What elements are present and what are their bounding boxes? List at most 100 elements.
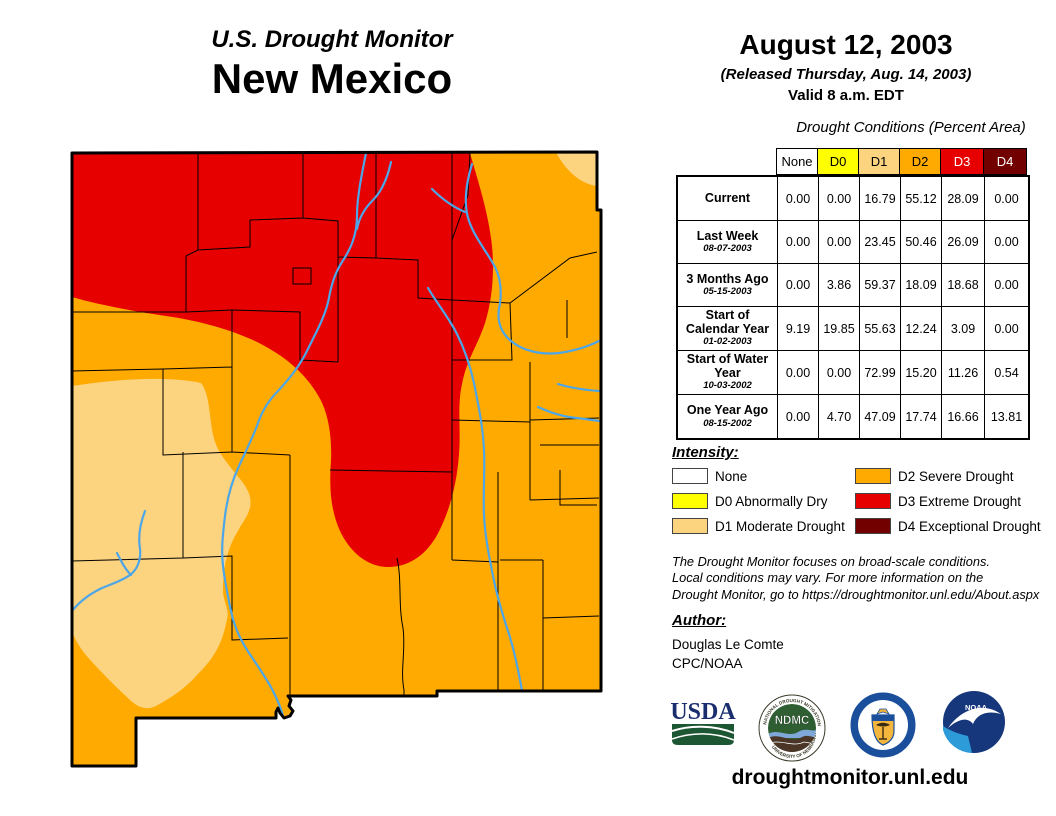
author-name: Douglas Le Comte — [672, 637, 784, 652]
usda-logo: USDA — [670, 700, 736, 745]
d0-swatch — [672, 493, 708, 509]
svg-text:USDA: USDA — [670, 700, 736, 725]
table-cell: 4.70 — [819, 395, 860, 438]
d1-region-northeast — [556, 152, 597, 186]
table-cell: 55.63 — [860, 307, 901, 351]
chama-river — [355, 160, 393, 231]
col-header-none: None — [776, 148, 818, 175]
table-cell: 26.09 — [942, 221, 985, 264]
row-label-current: Current — [678, 177, 778, 221]
legend-item-d0: D0 Abnormally Dry — [672, 493, 828, 509]
commerce-eagle-shield — [871, 708, 895, 746]
release-date: (Released Thursday, Aug. 14, 2003) — [720, 65, 972, 83]
table-corner-cell — [676, 148, 777, 175]
col-header-d3: D3 — [940, 148, 984, 175]
date-block: August 12, 2003 (Released Thursday, Aug.… — [660, 29, 1032, 104]
legend-item-d4: D4 Exceptional Drought — [855, 518, 1041, 534]
table-cell: 16.66 — [942, 395, 985, 438]
svg-text:NDMC: NDMC — [775, 715, 810, 727]
table-cell: 0.00 — [778, 177, 819, 221]
d1-swatch — [672, 518, 708, 534]
author-title: Author: — [672, 612, 727, 629]
table-cell: 59.37 — [860, 264, 901, 307]
noaa-logo: NOAA — [943, 691, 1005, 753]
state-border — [70, 150, 603, 768]
footer-url: droughtmonitor.unl.edu — [731, 766, 969, 789]
table-cell: 3.86 — [819, 264, 860, 307]
table-body: Current 0.00 0.00 16.79 55.12 28.09 0.00… — [676, 175, 1030, 440]
rivers — [72, 152, 601, 718]
table-cell: 16.79 — [860, 177, 901, 221]
canadian-river — [464, 162, 601, 355]
table-cell: 12.24 — [901, 307, 942, 351]
d3-region — [72, 153, 493, 567]
rio-grande-river — [221, 152, 368, 718]
col-header-d0: D0 — [817, 148, 859, 175]
row-label-3-months-ago: 3 Months Ago 05-15-2003 — [678, 264, 778, 307]
row-label-start-calendar-year: Start of Calendar Year 01-02-2003 — [678, 307, 778, 351]
table-cell: 11.26 — [942, 351, 985, 395]
table-cell: 0.00 — [778, 351, 819, 395]
drought-conditions-table: None D0 D1 D2 D3 D4 Current 0.00 0.00 16… — [676, 148, 1030, 440]
col-header-d4: D4 — [983, 148, 1027, 175]
legend-item-none: None — [672, 468, 747, 484]
table-cell: 0.00 — [778, 221, 819, 264]
col-header-d2: D2 — [899, 148, 941, 175]
east-stream-1 — [556, 382, 601, 393]
map-date: August 12, 2003 — [739, 29, 953, 60]
ndmc-logo: NATIONAL DROUGHT MITIGATION CENTER UNIVE… — [758, 694, 826, 762]
valid-time: Valid 8 a.m. EDT — [788, 86, 904, 104]
table-cell: 28.09 — [942, 177, 985, 221]
table-cell: 18.09 — [901, 264, 942, 307]
table-cell: 0.00 — [985, 177, 1028, 221]
map-title-block: U.S. Drought Monitor New Mexico — [100, 26, 564, 102]
table-cell: 0.00 — [778, 264, 819, 307]
d2-swatch — [855, 468, 891, 484]
table-cell: 72.99 — [860, 351, 901, 395]
d3-swatch — [855, 493, 891, 509]
author-org: CPC/NOAA — [672, 656, 743, 671]
canadian-tributary — [430, 187, 467, 214]
pecos-river — [426, 286, 524, 693]
table-cell: 23.45 — [860, 221, 901, 264]
table-cell: 17.74 — [901, 395, 942, 438]
row-label-one-year-ago: One Year Ago 08-15-2002 — [678, 395, 778, 438]
row-label-last-week: Last Week 08-07-2003 — [678, 221, 778, 264]
none-swatch — [672, 468, 708, 484]
table-cell: 0.00 — [985, 307, 1028, 351]
table-cell: 0.00 — [819, 177, 860, 221]
commerce-seal-logo — [850, 692, 916, 758]
legend-item-d1: D1 Moderate Drought — [672, 518, 845, 534]
table-cell: 50.46 — [901, 221, 942, 264]
table-cell: 0.00 — [778, 395, 819, 438]
table-cell: 0.54 — [985, 351, 1028, 395]
table-caption: Drought Conditions (Percent Area) — [796, 119, 1026, 136]
d1-region-west — [72, 378, 251, 709]
legend-item-d3: D3 Extreme Drought — [855, 493, 1021, 509]
table-cell: 13.81 — [990, 409, 1023, 424]
county-lines — [72, 152, 600, 696]
d4-swatch — [855, 518, 891, 534]
table-cell: 3.09 — [942, 307, 985, 351]
svg-text:NOAA: NOAA — [965, 703, 988, 712]
col-header-d1: D1 — [858, 148, 900, 175]
table-cell: 0.00 — [985, 221, 1028, 264]
gila-branch — [115, 551, 133, 577]
table-cell: 0.00 — [985, 264, 1028, 307]
table-cell: 0.00 — [819, 221, 860, 264]
state-title: New Mexico — [211, 54, 453, 102]
legend-title: Intensity: — [672, 444, 739, 461]
report-title: U.S. Drought Monitor — [211, 26, 453, 53]
table-cell: 18.68 — [942, 264, 985, 307]
table-cell: 47.09 — [860, 395, 901, 438]
table-cell: 19.85 — [819, 307, 860, 351]
row-label-start-water-year: Start of Water Year 10-03-2002 — [678, 351, 778, 395]
table-cell: 9.19 — [778, 307, 819, 351]
table-cell: 15.20 — [901, 351, 942, 395]
east-stream-2 — [536, 405, 601, 423]
table-header-row: None D0 D1 D2 D3 D4 — [676, 148, 1030, 175]
legend-item-d2: D2 Severe Drought — [855, 468, 1014, 484]
table-cell: 55.12 — [901, 177, 942, 221]
